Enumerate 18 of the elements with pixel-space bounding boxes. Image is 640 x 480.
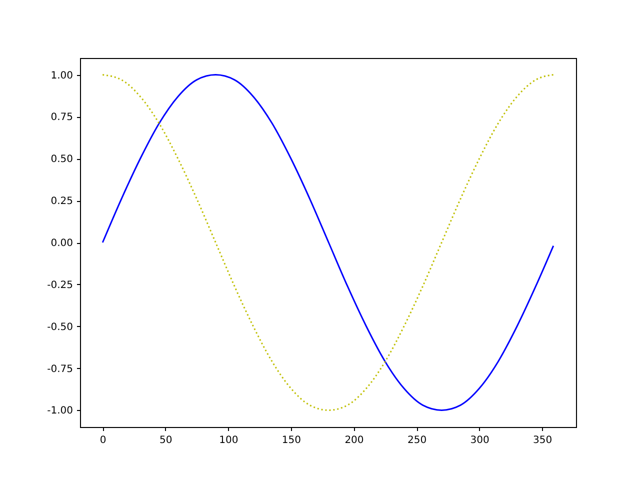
x-tick-label: 350 [533, 435, 552, 446]
x-tick-label: 100 [219, 435, 238, 446]
x-tick-label: 150 [282, 435, 302, 446]
y-tick-label: 0.75 [50, 112, 73, 124]
y-tick-label: 0.25 [50, 196, 73, 208]
line-series [102, 74, 554, 411]
y-tick-label: -0.50 [47, 322, 73, 333]
y-tick-label: -0.25 [47, 280, 73, 291]
y-tick-label: 0.00 [50, 238, 73, 249]
x-tick-label: 200 [344, 435, 364, 446]
y-tick-label: 0.50 [50, 154, 73, 166]
x-tick-label: 50 [160, 435, 172, 446]
y-tick-label: -0.75 [47, 364, 73, 375]
y-tick-label: -1.00 [47, 406, 73, 417]
x-tick-label: 0 [100, 435, 106, 446]
x-tick-label: 250 [407, 435, 427, 446]
x-tick-label: 300 [470, 435, 490, 446]
y-tick-label: 1.00 [50, 70, 73, 82]
